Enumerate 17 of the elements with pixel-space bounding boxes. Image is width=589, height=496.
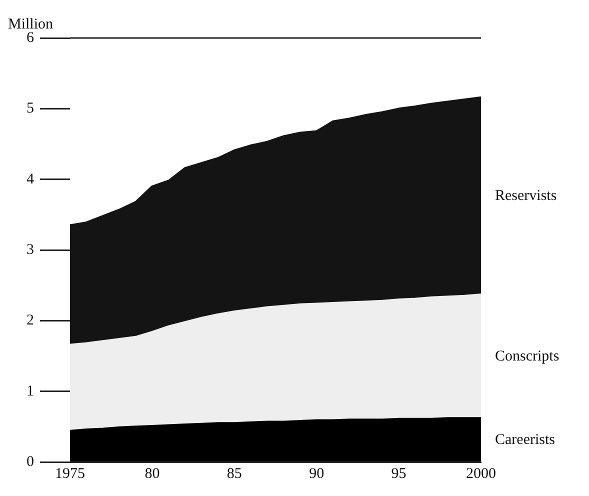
x-tick-label: 85: [226, 466, 242, 482]
y-tick-label: 3: [26, 242, 34, 258]
x-tick-label: 1975: [55, 466, 85, 482]
x-tick-label: 2000: [466, 466, 496, 482]
y-tick-label: 1: [26, 383, 34, 400]
series-label: Careerists: [495, 432, 556, 448]
y-tick-label: 4: [26, 171, 34, 188]
y-tick-label: 5: [26, 100, 34, 117]
series-label: Conscripts: [495, 348, 560, 364]
x-tick-label: 90: [309, 466, 324, 482]
y-tick-label: 0: [26, 454, 34, 470]
y-axis-title: Million: [8, 16, 54, 32]
x-tick-label: 95: [391, 466, 406, 482]
y-tick-label: 2: [26, 312, 34, 329]
y-tick-label: 6: [26, 30, 34, 46]
x-tick-label: 80: [144, 466, 160, 482]
series-label: Reservists: [495, 188, 557, 204]
